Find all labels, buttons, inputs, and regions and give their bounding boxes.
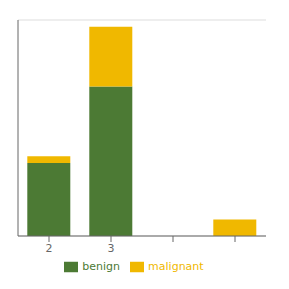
html-text:malignant: malignant (148, 260, 204, 273)
svg-text:2: 2 (46, 242, 53, 255)
html-text:benign: benign (82, 260, 121, 273)
svg-text:3: 3 (108, 242, 115, 255)
